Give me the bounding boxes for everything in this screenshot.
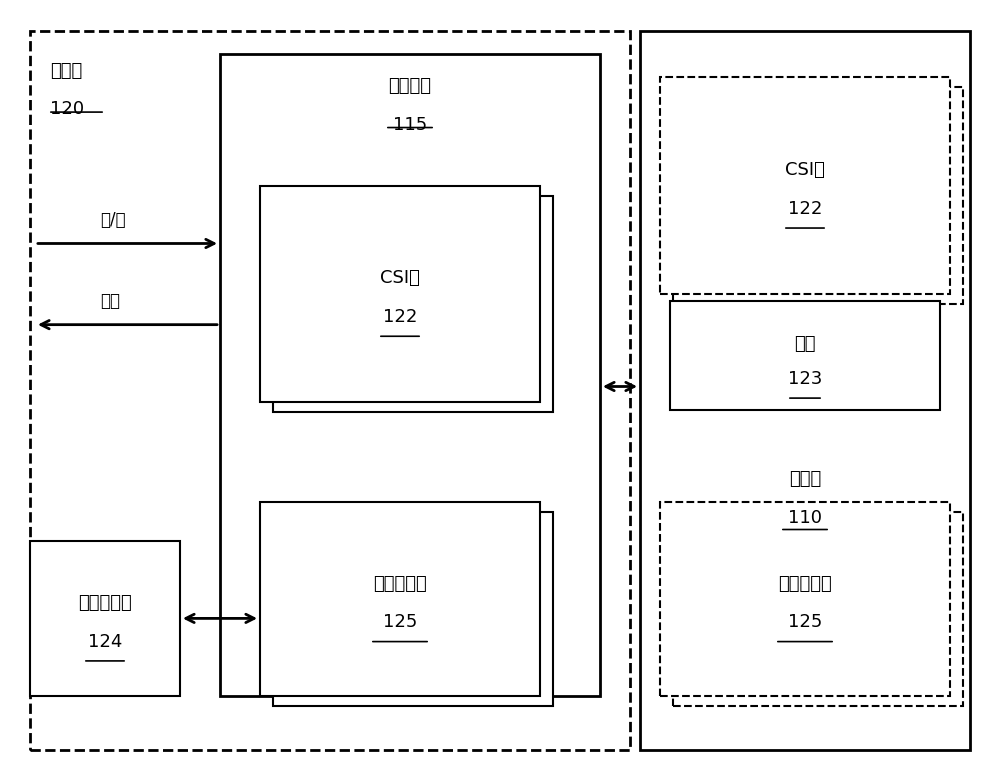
Text: 本地统一表: 本地统一表 [373, 574, 427, 593]
Text: 122: 122 [788, 199, 822, 218]
Text: 全局统一表: 全局统一表 [78, 594, 132, 612]
Text: CSI表: CSI表 [380, 269, 420, 288]
Text: 数据: 数据 [100, 292, 120, 311]
Text: 本地统一表: 本地统一表 [778, 574, 832, 593]
Text: 110: 110 [788, 509, 822, 527]
FancyBboxPatch shape [660, 77, 950, 294]
Text: 124: 124 [88, 632, 122, 651]
FancyBboxPatch shape [670, 301, 940, 410]
FancyBboxPatch shape [273, 512, 553, 706]
Text: CSI表: CSI表 [785, 161, 825, 179]
Text: 读/写: 读/写 [100, 211, 126, 230]
FancyBboxPatch shape [30, 541, 180, 696]
FancyBboxPatch shape [673, 512, 963, 706]
Text: 存储器: 存储器 [789, 470, 821, 489]
FancyBboxPatch shape [640, 31, 970, 750]
Text: 处理器: 处理器 [50, 62, 82, 80]
FancyBboxPatch shape [260, 502, 540, 696]
Text: 高速缓存: 高速缓存 [389, 77, 432, 95]
Text: 122: 122 [383, 308, 417, 326]
FancyBboxPatch shape [660, 502, 950, 696]
FancyBboxPatch shape [220, 54, 600, 696]
FancyBboxPatch shape [30, 31, 630, 750]
FancyBboxPatch shape [260, 186, 540, 402]
Text: 125: 125 [383, 613, 417, 632]
Text: 125: 125 [788, 613, 822, 632]
Text: 115: 115 [393, 116, 427, 134]
FancyBboxPatch shape [673, 87, 963, 304]
FancyBboxPatch shape [286, 206, 566, 422]
FancyBboxPatch shape [273, 196, 553, 412]
FancyBboxPatch shape [286, 523, 566, 716]
Text: 120: 120 [50, 100, 84, 118]
Text: 颗粒: 颗粒 [794, 335, 816, 353]
Text: 123: 123 [788, 369, 822, 388]
